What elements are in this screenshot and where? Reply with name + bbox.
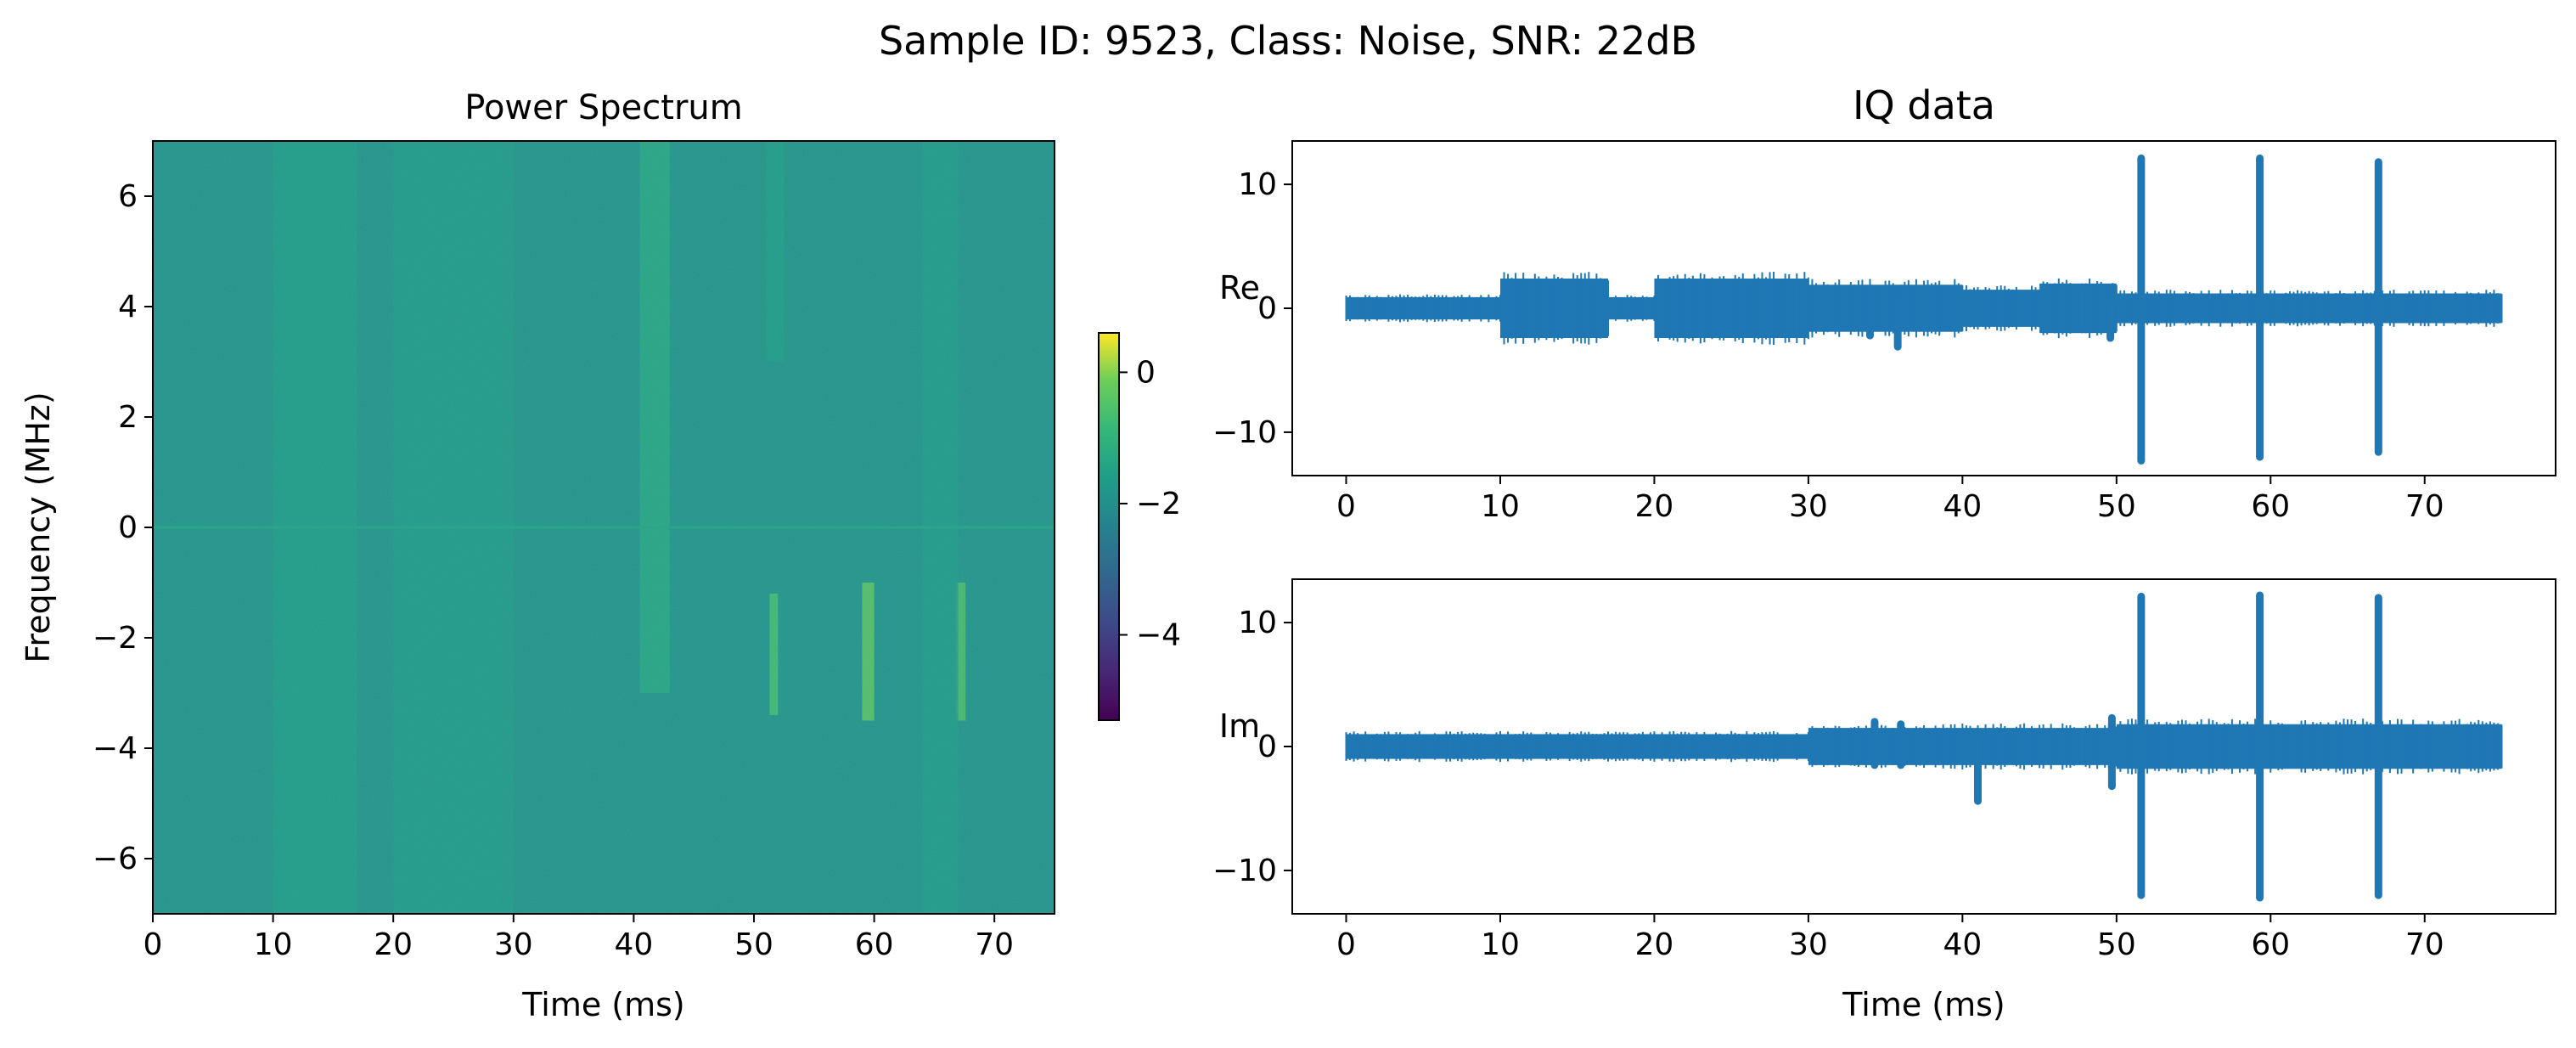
x-tick-label: 10 xyxy=(1481,489,1520,524)
y-tick-label: 0 xyxy=(118,510,138,545)
x-tick-label: 0 xyxy=(1336,927,1356,962)
x-tick-label: 60 xyxy=(2251,489,2290,524)
y-tick-label: 0 xyxy=(1257,291,1277,326)
spectrum-noise-texture xyxy=(153,141,1055,914)
y-tick-label: 4 xyxy=(118,290,138,324)
iq-title: IQ data xyxy=(1853,82,1995,128)
iq-imag-y-ticks: 10 0 −10 xyxy=(1212,606,1292,888)
spectrum-x-label: Time (ms) xyxy=(521,986,685,1023)
colorbar-tick-label: 0 xyxy=(1136,355,1156,390)
figure-suptitle: Sample ID: 9523, Class: Noise, SNR: 22dB xyxy=(879,18,1697,64)
iq-real-panel: IQ data 0 10 20 30 40 50 60 70 10 0 −10 Re xyxy=(1212,82,2556,524)
x-tick-label: 0 xyxy=(1336,489,1356,524)
y-tick-label: 6 xyxy=(118,179,138,214)
y-tick-label: 10 xyxy=(1238,606,1277,640)
colorbar-tick-label: −2 xyxy=(1136,487,1181,521)
iq-imag-trace xyxy=(1345,591,2503,902)
x-tick-label: 50 xyxy=(2097,489,2136,524)
colorbar-gradient xyxy=(1099,333,1119,720)
iq-imag-y-label: Im xyxy=(1219,707,1260,745)
x-tick-label: 10 xyxy=(254,927,293,962)
x-tick-label: 50 xyxy=(2097,927,2136,962)
x-tick-label: 30 xyxy=(1789,489,1828,524)
iq-real-y-ticks: 10 0 −10 xyxy=(1212,167,1292,450)
y-tick-label: 2 xyxy=(118,400,138,435)
iq-real-y-label: Re xyxy=(1219,269,1260,307)
y-tick-label: −6 xyxy=(93,842,138,876)
spectrum-x-ticks: 0 10 20 30 40 50 60 70 xyxy=(143,914,1014,962)
x-tick-label: 20 xyxy=(374,927,413,962)
y-tick-label: −10 xyxy=(1212,854,1277,888)
x-tick-label: 60 xyxy=(2251,927,2290,962)
x-tick-label: 30 xyxy=(1789,927,1828,962)
y-tick-label: 10 xyxy=(1238,167,1277,202)
x-tick-label: 50 xyxy=(734,927,773,962)
spectrum-y-label: Frequency (MHz) xyxy=(20,392,57,662)
x-tick-label: 40 xyxy=(1943,927,1982,962)
iq-real-x-ticks: 0 10 20 30 40 50 60 70 xyxy=(1336,476,2444,524)
x-tick-label: 40 xyxy=(1943,489,1982,524)
x-tick-label: 70 xyxy=(2405,927,2444,962)
x-tick-label: 40 xyxy=(614,927,653,962)
y-tick-label: −2 xyxy=(93,621,138,656)
iq-real-trace xyxy=(1345,154,2503,465)
x-tick-label: 20 xyxy=(1635,489,1674,524)
iq-imag-panel: 0 10 20 30 40 50 60 70 10 0 −10 Im Time (ms) xyxy=(1212,578,2556,1023)
x-tick-label: 10 xyxy=(1481,927,1520,962)
y-tick-label: −10 xyxy=(1212,415,1277,450)
x-tick-label: 30 xyxy=(494,927,533,962)
spectrum-y-ticks: 6 4 2 0 −2 −4 −6 xyxy=(93,179,153,876)
spectrum-title: Power Spectrum xyxy=(464,88,742,127)
iq-imag-x-ticks: 0 10 20 30 40 50 60 70 xyxy=(1336,914,2444,962)
x-tick-label: 60 xyxy=(855,927,894,962)
colorbar-ticks: 0 −2 −4 xyxy=(1119,355,1181,653)
iq-imag-x-label: Time (ms) xyxy=(1842,986,2005,1023)
y-tick-label: −4 xyxy=(93,731,138,766)
colorbar-tick-label: −4 xyxy=(1136,618,1181,653)
colorbar: 0 −2 −4 xyxy=(1098,332,1181,721)
y-tick-label: 0 xyxy=(1257,730,1277,764)
spectrum-panel: Power Spectrum 0 10 20 30 40 50 60 70 6420−2−4−… xyxy=(20,88,1055,1023)
x-tick-label: 0 xyxy=(143,927,163,962)
colorbar-frame xyxy=(1098,332,1120,721)
x-tick-label: 20 xyxy=(1635,927,1674,962)
spectrum-heatmap xyxy=(153,141,1055,914)
x-tick-label: 70 xyxy=(975,927,1014,962)
x-tick-label: 70 xyxy=(2405,489,2444,524)
